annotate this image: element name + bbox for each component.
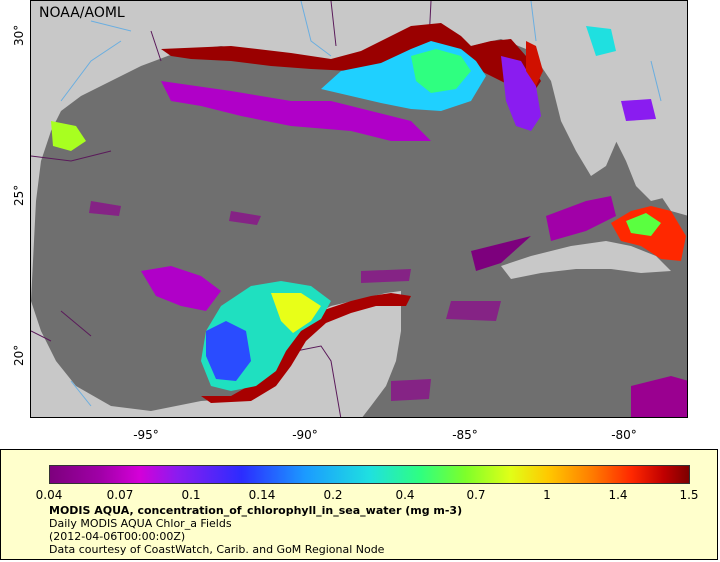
lat-tick-25: 25° [12, 184, 26, 206]
chlorophyll-map [31, 1, 687, 417]
lat-tick-20: 20° [12, 344, 26, 366]
legend-panel: 0.04 0.07 0.1 0.14 0.2 0.4 0.7 1 1.4 1.5… [0, 449, 718, 560]
colorbar-label: 1.4 [608, 488, 628, 502]
colorbar-label: 1 [543, 488, 551, 502]
lon-tick-80: -80° [611, 428, 637, 442]
colorbar-label: 0.2 [323, 488, 343, 502]
legend-title: MODIS AQUA, concentration_of_chlorophyll… [49, 504, 463, 517]
chl-campeche-yellow [271, 293, 321, 333]
chl-campeche-magenta [141, 266, 221, 311]
legend-dataset: Daily MODIS AQUA Chlor_a Fields [49, 517, 232, 530]
cuba-land [501, 241, 671, 279]
chl-west-florida [501, 56, 541, 131]
lon-tick-95: -95° [133, 428, 159, 442]
map-credit: NOAA/AOML [39, 5, 125, 21]
chl-north-coast [161, 23, 541, 96]
bahamas-land [651, 171, 687, 216]
chl-florida-east [586, 26, 616, 56]
colorbar-label: 0.07 [106, 488, 134, 502]
chl-cuba-shelf [471, 236, 531, 271]
colorbar-label: 0.7 [466, 488, 486, 502]
colorbar-label: 0.04 [35, 488, 63, 502]
colorbar-label: 0.14 [248, 488, 276, 502]
chl-campeche-blue [206, 321, 251, 381]
lon-tick-90: -90° [292, 428, 318, 442]
chl-north-magenta [161, 81, 431, 141]
chl-florida-keys-green [626, 213, 661, 236]
chl-campeche-red [201, 293, 411, 403]
rivers [60, 1, 662, 407]
colorbar-label: 0.1 [181, 488, 201, 502]
colorbar [49, 465, 690, 484]
chl-north-green [411, 49, 471, 93]
state-borders [31, 1, 432, 417]
chl-keys-purple [546, 196, 616, 241]
chl-florida-east-2 [621, 99, 656, 121]
chl-texas-green [51, 121, 86, 151]
colorbar-label: 0.4 [395, 488, 415, 502]
legend-text: MODIS AQUA, concentration_of_chlorophyll… [49, 504, 462, 556]
chl-bahamas [631, 376, 687, 417]
colorbar-label: 1.5 [679, 488, 699, 502]
legend-time: (2012-04-06T00:00:00Z) [49, 530, 186, 543]
lon-tick-85: -85° [452, 428, 478, 442]
legend-courtesy: Data courtesy of CoastWatch, Carib. and … [49, 543, 385, 556]
lat-tick-30: 30° [12, 24, 26, 46]
map-panel[interactable]: NOAA/AOML [30, 0, 688, 418]
chl-west-florida-red [526, 41, 543, 86]
